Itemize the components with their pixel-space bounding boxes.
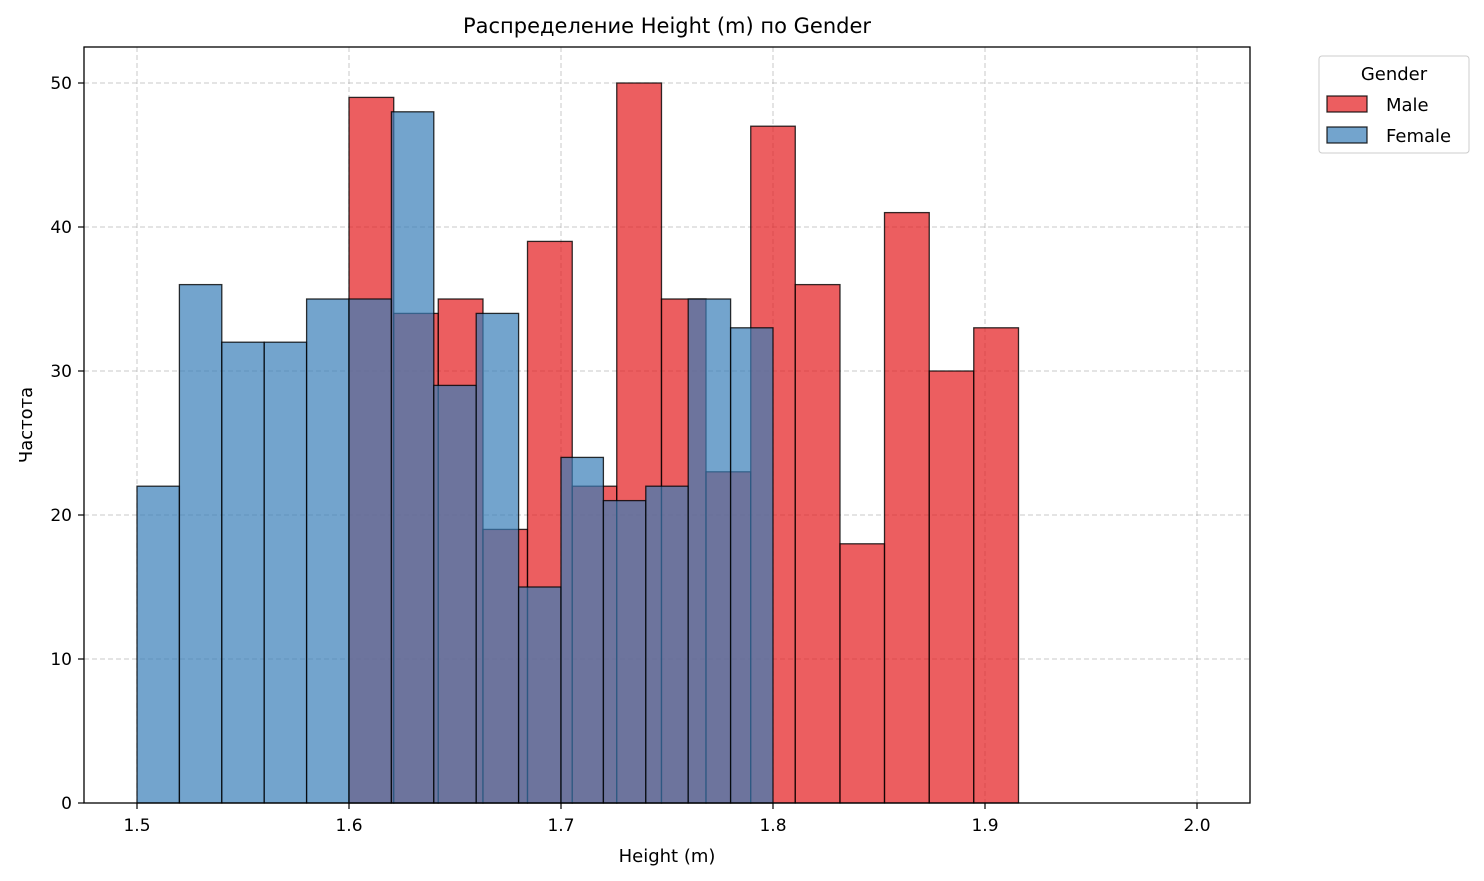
male-bar (928, 370, 975, 804)
y-tick-label: 20 (50, 506, 72, 526)
female-bar (178, 283, 223, 804)
female-bar (348, 298, 393, 804)
x-tick-label: 1.6 (335, 816, 362, 836)
female-bar (687, 298, 732, 804)
chart-title: Распределение Height (m) по Gender (463, 14, 871, 38)
y-tick-label: 30 (50, 362, 72, 382)
y-tick-label: 10 (50, 650, 72, 670)
female-bar (602, 499, 647, 804)
male-bar (794, 283, 841, 804)
x-tick-label: 1.5 (123, 816, 150, 836)
female-bar (560, 456, 605, 804)
female-bar (221, 341, 265, 804)
female-bar (263, 341, 308, 804)
x-axis-label: Height (m) (619, 846, 716, 867)
bars (136, 82, 1020, 804)
x-tick-label: 1.7 (547, 816, 574, 836)
y-tick-label: 50 (50, 74, 72, 94)
male-bar (973, 327, 1020, 804)
female-bar (475, 312, 520, 804)
y-tick-label: 0 (61, 794, 72, 814)
y-axis-label: Частота (16, 387, 37, 463)
legend-label-male: Male (1386, 95, 1429, 116)
female-bar (433, 384, 477, 804)
male-bar (883, 211, 930, 804)
legend-swatch-female (1326, 126, 1368, 144)
x-tick-label: 1.9 (971, 816, 998, 836)
x-tick-label: 2.0 (1183, 816, 1210, 836)
legend: Gender Male Female (1318, 55, 1470, 154)
female-bar (517, 586, 562, 804)
y-tick-label: 40 (50, 218, 72, 238)
female-bar (729, 327, 774, 804)
male-bar (839, 543, 886, 804)
legend-title: Gender (1361, 64, 1428, 85)
female-bar (390, 111, 435, 804)
plot-frame (83, 46, 1251, 804)
female-bar (136, 485, 181, 804)
female-bar (305, 298, 350, 804)
female-bar (645, 485, 689, 804)
axis-ticks: 1.5 1.6 1.7 1.8 1.9 2.0 0 10 20 30 40 50 (50, 74, 1210, 836)
legend-label-female: Female (1386, 126, 1451, 147)
x-tick-label: 1.8 (759, 816, 786, 836)
legend-swatch-male (1326, 95, 1368, 113)
